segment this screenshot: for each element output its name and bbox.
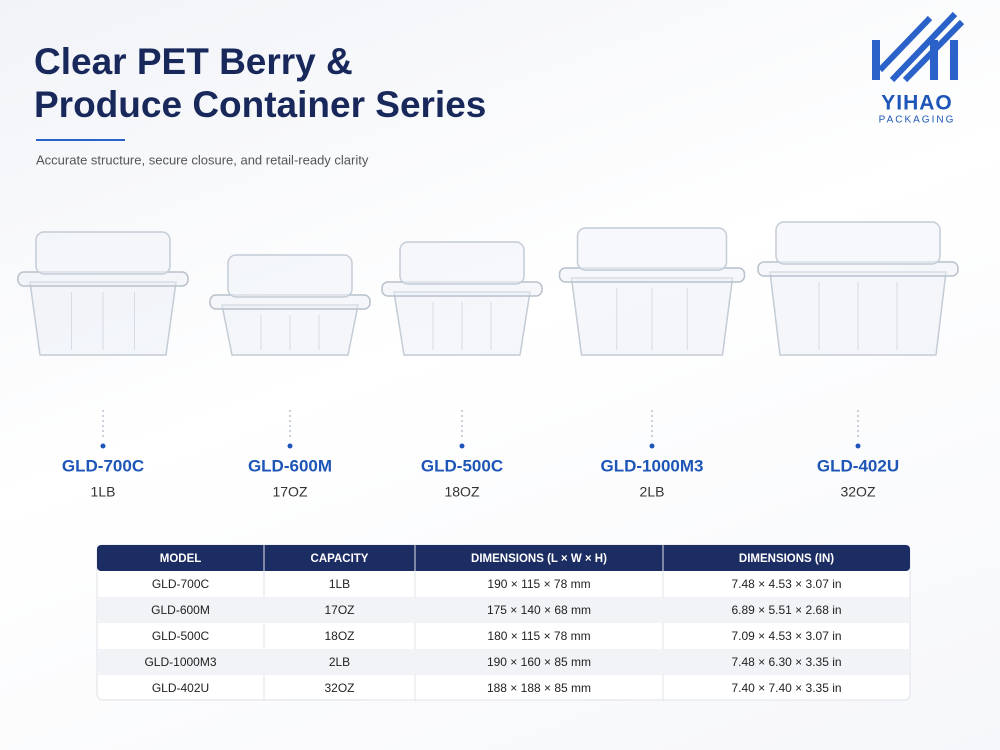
- product-model: GLD-1000M3: [601, 456, 704, 475]
- table-row-stripe: [98, 649, 909, 675]
- container-cover: [775, 221, 941, 265]
- table-header: DIMENSIONS (IN): [739, 553, 834, 565]
- table-cell: 6.89 × 5.51 × 2.68 in: [731, 603, 841, 617]
- table-header: DIMENSIONS (L × W × H): [471, 553, 607, 565]
- container-cover: [576, 227, 728, 271]
- table-cell: 1LB: [329, 577, 350, 591]
- table-cell: 190 × 160 × 85 mm: [487, 655, 591, 669]
- product-model: GLD-500C: [421, 456, 503, 475]
- table-header-bg: [97, 545, 910, 571]
- table-cell: 7.09 × 4.53 × 3.07 in: [731, 629, 841, 643]
- table-header: CAPACITY: [311, 553, 369, 565]
- table-cell: 18OZ: [324, 629, 354, 643]
- table-cell: GLD-1000M3: [144, 655, 216, 669]
- leader-dot: [649, 443, 655, 449]
- leader-dot: [100, 443, 106, 449]
- table-cell: 32OZ: [324, 681, 354, 695]
- product-capacity: 2LB: [640, 484, 665, 500]
- logo: [872, 11, 965, 83]
- container-cover: [35, 231, 171, 275]
- title-line: Produce Container Series: [34, 84, 486, 125]
- table-cell: GLD-500C: [152, 629, 210, 643]
- table-cell: 175 × 140 × 68 mm: [487, 603, 591, 617]
- leader-dot: [855, 443, 861, 449]
- product-capacity: 32OZ: [840, 484, 875, 500]
- table-cell: 2LB: [329, 655, 350, 669]
- table-header: MODEL: [160, 553, 202, 565]
- table-cell: 188 × 188 × 85 mm: [487, 681, 591, 695]
- table-cell: 7.48 × 4.53 × 3.07 in: [731, 577, 841, 591]
- logo-tagline: PACKAGING: [879, 115, 956, 126]
- product-model: GLD-402U: [817, 456, 899, 475]
- container-cover: [399, 241, 525, 285]
- title-line: Clear PET Berry &: [34, 41, 353, 82]
- container-cover: [227, 254, 353, 298]
- table-row-stripe: [98, 597, 909, 623]
- logo-brand: YIHAO: [881, 92, 953, 115]
- table-cell: 180 × 115 × 78 mm: [487, 629, 590, 643]
- subtitle: Accurate structure, secure closure, and …: [36, 152, 369, 167]
- product-model: GLD-600M: [248, 456, 332, 475]
- table-cell: 7.40 × 7.40 × 3.35 in: [731, 681, 841, 695]
- product-capacity: 17OZ: [272, 484, 307, 500]
- leader-dot: [459, 443, 465, 449]
- product-capacity: 1LB: [91, 484, 116, 500]
- product-model: GLD-700C: [62, 456, 144, 475]
- table-cell: GLD-700C: [152, 577, 210, 591]
- table-cell: GLD-600M: [151, 603, 210, 617]
- table-cell: 17OZ: [324, 603, 354, 617]
- table-cell: 7.48 × 6.30 × 3.35 in: [731, 655, 841, 669]
- table-cell: GLD-402U: [152, 681, 209, 695]
- leader-dot: [287, 443, 293, 449]
- product-capacity: 18OZ: [444, 484, 479, 500]
- table-cell: 190 × 115 × 78 mm: [487, 577, 590, 591]
